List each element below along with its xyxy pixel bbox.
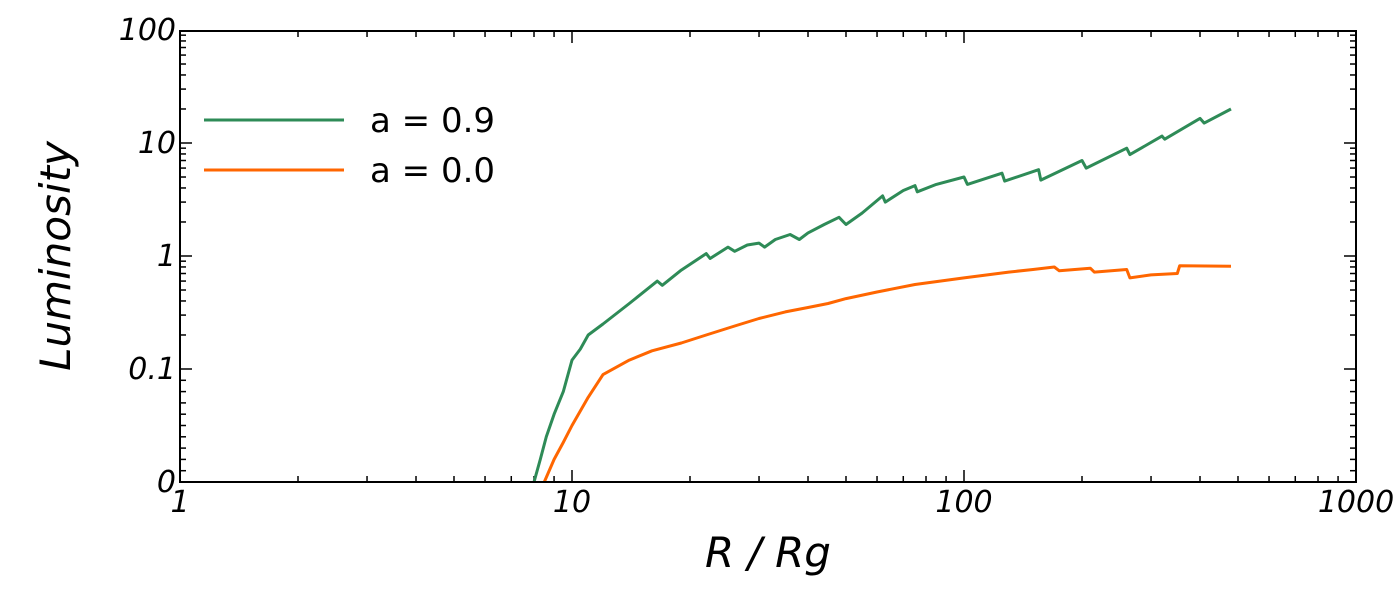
series-layer xyxy=(532,107,1232,483)
x-tick-label: 1000 xyxy=(1318,485,1394,520)
x-tick-labels: 1 10 100 1000 xyxy=(170,485,1394,520)
y-tick-label: 1 xyxy=(157,239,176,274)
y-tick-labels: 0 0.1 1 10 100 xyxy=(119,13,176,500)
axis-ticks xyxy=(180,31,1356,482)
x-tick-label: 10 xyxy=(553,485,591,520)
y-tick-label: 10 xyxy=(138,126,176,161)
legend-label: a = 0.9 xyxy=(370,101,495,141)
x-axis-label: R / Rg xyxy=(705,528,831,577)
series-line-1 xyxy=(542,264,1232,483)
y-tick-label: 0.1 xyxy=(128,352,176,387)
series-line-0 xyxy=(532,107,1232,483)
x-tick-label: 1 xyxy=(170,485,189,520)
x-tick-label: 100 xyxy=(935,485,992,520)
legend: a = 0.9 a = 0.0 xyxy=(204,101,495,191)
y-tick-label: 100 xyxy=(119,13,176,48)
y-tick-label: 0 xyxy=(157,465,176,500)
legend-label: a = 0.0 xyxy=(370,151,495,191)
y-axis-label: Luminosity xyxy=(31,140,80,371)
plot-frame xyxy=(179,30,1357,483)
